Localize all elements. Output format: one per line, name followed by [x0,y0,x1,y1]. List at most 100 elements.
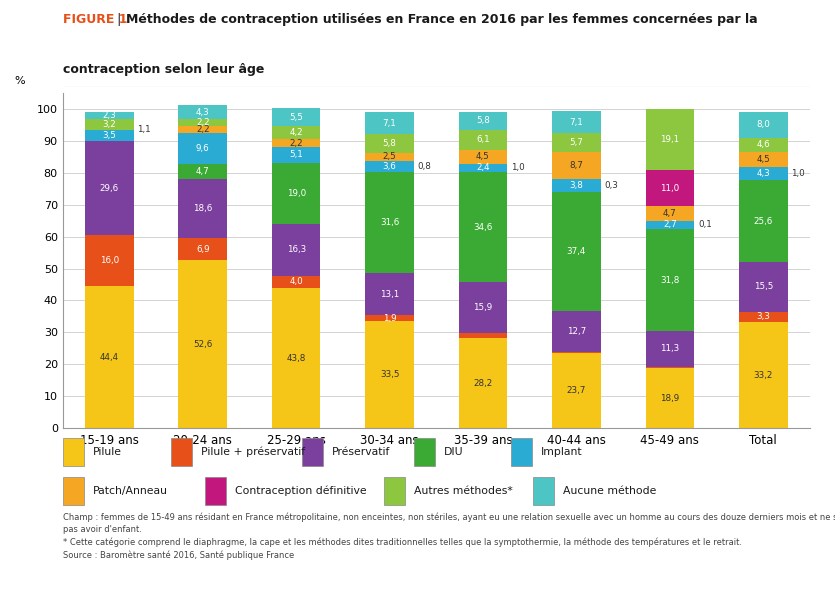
Bar [85,112,134,119]
Text: 8,0: 8,0 [757,120,770,129]
Bar [365,173,414,273]
Bar [511,438,532,467]
Text: 5,5: 5,5 [289,113,303,122]
Bar [645,110,694,171]
Text: Implant: Implant [541,447,583,457]
Text: 52,6: 52,6 [193,340,212,349]
Bar [179,164,227,179]
Bar [458,338,508,428]
Text: 25,6: 25,6 [754,217,773,226]
Text: 5,1: 5,1 [289,150,303,159]
Text: 4,3: 4,3 [196,108,210,117]
Bar [171,438,192,467]
Bar [645,205,694,220]
Text: 5,8: 5,8 [382,139,397,148]
Text: Pilule: Pilule [93,447,122,457]
Bar [552,311,600,352]
Text: 6,9: 6,9 [196,245,210,254]
Bar [552,134,600,152]
Bar [552,352,600,353]
Text: 15,9: 15,9 [473,303,493,312]
Text: Patch/Anneau: Patch/Anneau [93,486,168,496]
Text: 4,2: 4,2 [290,128,303,137]
Text: 2,4: 2,4 [476,164,490,173]
Bar [645,368,694,428]
Bar [85,235,134,286]
Text: Pilule + préservatif: Pilule + préservatif [201,447,305,458]
Text: 13,1: 13,1 [380,290,399,299]
Bar [645,331,694,367]
Bar [458,282,508,333]
Text: contraception selon leur âge: contraception selon leur âge [63,62,264,75]
Text: 7,1: 7,1 [569,117,584,126]
Bar [552,180,600,192]
Bar [365,161,414,173]
Text: 11,0: 11,0 [660,183,680,192]
Bar [179,126,227,133]
Bar [365,153,414,161]
Bar [272,108,321,126]
Bar [645,171,694,205]
Text: 1,1: 1,1 [138,125,151,134]
Text: 33,2: 33,2 [753,371,773,380]
Text: Aucune méthode: Aucune méthode [564,486,656,496]
Text: 2,2: 2,2 [196,125,210,134]
Bar [739,322,787,428]
Text: 2,7: 2,7 [663,220,676,229]
Bar [301,438,322,467]
Bar [739,112,787,138]
Text: 0,1: 0,1 [698,220,711,229]
Text: 3,3: 3,3 [757,313,770,322]
Text: 29,6: 29,6 [99,183,119,192]
Text: 31,6: 31,6 [380,219,399,228]
Text: 15,5: 15,5 [753,282,773,292]
Text: 12,7: 12,7 [567,327,586,336]
Text: 18,9: 18,9 [660,394,680,403]
Bar [458,164,508,172]
Bar [458,150,508,164]
Text: 28,2: 28,2 [473,379,493,388]
Text: 3,6: 3,6 [382,162,397,171]
Text: 1,0: 1,0 [511,164,525,173]
Bar [414,438,435,467]
Text: 11,3: 11,3 [660,344,680,353]
Text: 4,7: 4,7 [663,208,676,217]
Bar [63,438,84,467]
Bar [365,134,414,153]
Text: 5,7: 5,7 [569,138,584,147]
Text: 2,2: 2,2 [196,118,210,127]
Text: DIU: DIU [443,447,463,457]
Text: 3,5: 3,5 [103,131,116,140]
Text: 33,5: 33,5 [380,370,399,379]
Bar [739,180,787,262]
Text: 8,7: 8,7 [569,161,584,170]
Text: |: | [116,13,121,26]
Text: 43,8: 43,8 [286,354,306,363]
Bar [739,167,787,180]
Bar [739,262,787,311]
Text: 31,8: 31,8 [660,276,680,285]
Bar [552,111,600,134]
Text: Préservatif: Préservatif [331,447,390,457]
Text: 18,6: 18,6 [193,204,212,213]
Text: 4,5: 4,5 [757,155,770,164]
Text: 1,9: 1,9 [382,314,397,323]
Text: 1,0: 1,0 [792,169,805,178]
Bar [272,276,321,288]
Bar [365,315,414,321]
Bar [85,119,134,129]
Bar [645,367,694,368]
Text: 4,7: 4,7 [196,167,210,176]
Bar [179,179,227,238]
Bar [645,229,694,331]
Text: 3,8: 3,8 [569,181,584,190]
Bar [739,311,787,322]
Text: 4,3: 4,3 [757,169,770,178]
Bar [384,477,405,506]
Text: 4,6: 4,6 [757,140,770,149]
Bar [552,192,600,311]
Text: Contraception définitive: Contraception définitive [235,486,366,497]
Text: 0,8: 0,8 [418,162,432,171]
Bar [365,273,414,315]
Bar [179,238,227,260]
